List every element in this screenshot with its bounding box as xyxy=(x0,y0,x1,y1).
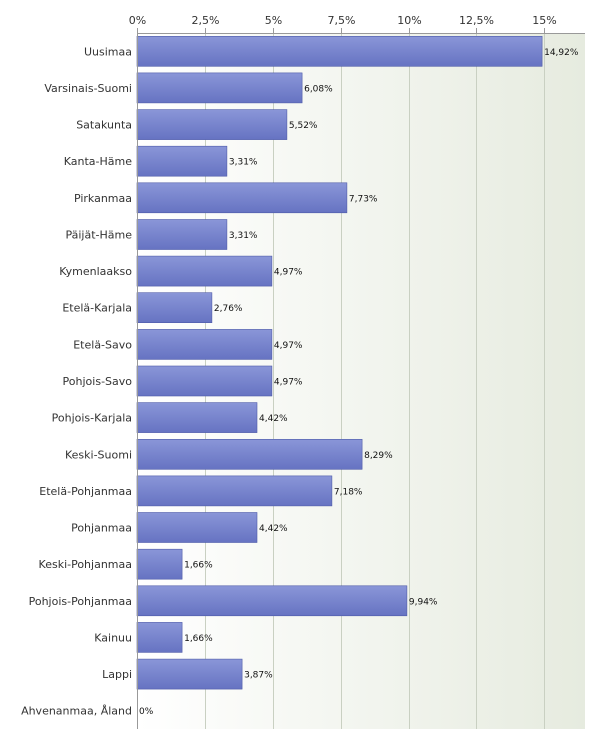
bar xyxy=(136,219,228,250)
category-label: Etelä-Savo xyxy=(73,338,132,351)
category-label: Kainuu xyxy=(94,631,132,644)
bar xyxy=(136,512,258,543)
bar xyxy=(136,585,408,617)
bar-value-label: 4,97% xyxy=(274,378,303,388)
category-label: Etelä-Karjala xyxy=(62,302,132,315)
category-label: Satakunta xyxy=(76,119,132,132)
bar xyxy=(136,109,288,140)
bar-value-label: 4,97% xyxy=(274,341,303,351)
bar-value-label: 2,76% xyxy=(214,304,243,314)
bar-value-label: 4,42% xyxy=(259,414,288,424)
bar xyxy=(136,255,273,287)
bar xyxy=(136,622,183,653)
category-label: Varsinais-Suomi xyxy=(44,82,132,95)
category-label: Lappi xyxy=(102,668,132,681)
bar-value-label: 14,92% xyxy=(544,48,579,58)
x-tick-label: 2,5% xyxy=(192,14,220,27)
category-label: Kymenlaakso xyxy=(59,265,132,278)
category-label: Päijät-Häme xyxy=(65,229,132,242)
bar-value-label: 0% xyxy=(139,707,154,717)
category-label: Kanta-Häme xyxy=(64,155,132,168)
bar-value-label: 1,66% xyxy=(184,634,213,644)
category-labels: Uusimaa Varsinais-Suomi Satakunta Kanta-Häm… xyxy=(21,45,132,717)
x-tick-label: 15% xyxy=(532,14,556,27)
bar-value-label: 9,94% xyxy=(409,597,438,607)
bar-value-label: 8,29% xyxy=(364,451,393,461)
x-tick-label: 12,5% xyxy=(459,14,494,27)
category-label: Ahvenanmaa, Åland xyxy=(21,705,132,718)
bar-value-label: 3,31% xyxy=(229,158,258,168)
bar-value-label: 6,08% xyxy=(304,84,333,94)
bar xyxy=(136,35,543,67)
bar-value-label: 7,73% xyxy=(349,194,378,204)
category-label: Pohjois-Savo xyxy=(63,375,133,388)
bar xyxy=(136,402,258,433)
bar xyxy=(136,658,243,690)
bar xyxy=(136,329,273,360)
bar xyxy=(136,438,363,470)
x-tick-label: 5% xyxy=(265,14,282,27)
category-label: Keski-Pohjanmaa xyxy=(39,558,132,571)
bar-value-label: 7,18% xyxy=(334,487,363,497)
category-label: Pohjois-Pohjanmaa xyxy=(29,595,132,608)
bar xyxy=(136,292,213,324)
x-tick-label: 0% xyxy=(129,14,146,27)
bar-value-label: 4,97% xyxy=(274,268,303,278)
bar xyxy=(136,182,348,214)
bar-value-label: 1,66% xyxy=(184,561,213,571)
bar xyxy=(136,72,303,104)
axes xyxy=(137,33,585,729)
category-label: Pirkanmaa xyxy=(74,192,132,205)
x-axis-ticks: 0% 2,5% 5% 7,5% 10% 12,5% 15% xyxy=(129,14,557,33)
category-label: Etelä-Pohjanmaa xyxy=(39,485,132,498)
value-labels: 14,92% 6,08% 5,52% 3,31% 7,73% 3,31% 4,97% 2,76… xyxy=(139,48,579,717)
bar-value-label: 4,42% xyxy=(259,524,288,534)
category-label: Keski-Suomi xyxy=(65,448,132,461)
x-tick-label: 10% xyxy=(397,14,421,27)
bar-value-label: 5,52% xyxy=(289,121,318,131)
bar xyxy=(136,475,333,507)
x-tick-label: 7,5% xyxy=(328,14,356,27)
category-label: Pohjois-Karjala xyxy=(52,412,132,425)
category-label: Uusimaa xyxy=(84,45,132,58)
bar xyxy=(136,365,273,397)
bar-value-label: 3,31% xyxy=(229,231,258,241)
bar xyxy=(136,145,228,177)
bar xyxy=(136,548,183,580)
category-label: Pohjanmaa xyxy=(71,522,132,535)
bar-value-label: 3,87% xyxy=(244,671,273,681)
bars xyxy=(136,35,543,690)
